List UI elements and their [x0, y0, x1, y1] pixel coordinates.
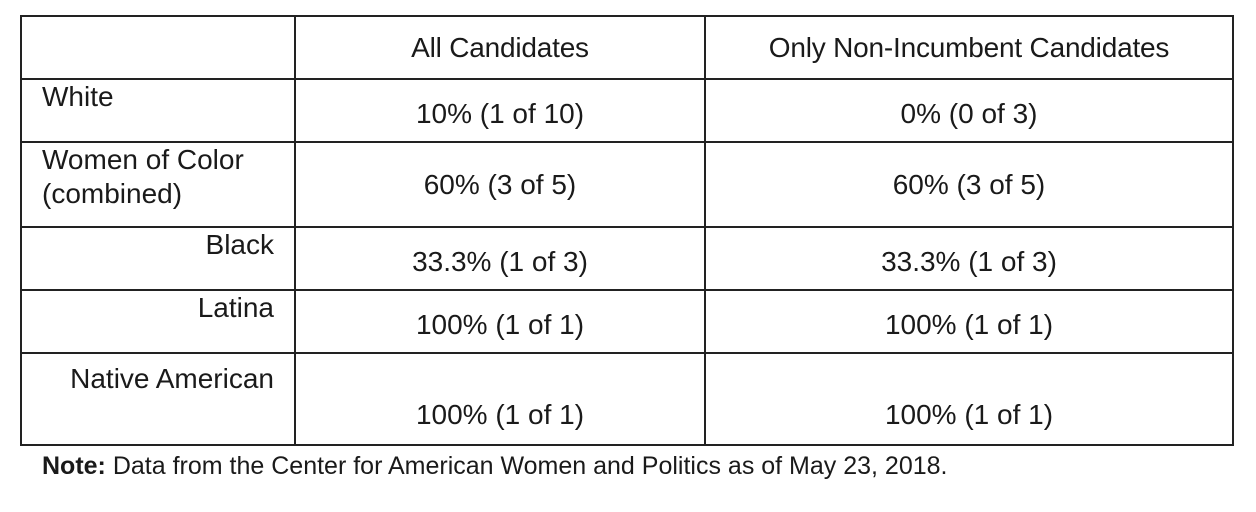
table-row: White 10% (1 of 10) 0% (0 of 3) [20, 78, 1234, 143]
cell-all-candidates: 100% (1 of 1) [294, 289, 706, 354]
row-label-black: Black [20, 226, 296, 291]
cell-non-incumbent: 33.3% (1 of 3) [704, 226, 1234, 291]
table-row: Women of Color (combined) 60% (3 of 5) 6… [20, 141, 1234, 228]
results-table: All Candidates Only Non-Incumbent Candid… [20, 15, 1234, 446]
results-table-container: All Candidates Only Non-Incumbent Candid… [20, 15, 1234, 446]
cell-non-incumbent: 100% (1 of 1) [704, 289, 1234, 354]
note-text: Data from the Center for American Women … [105, 452, 948, 480]
cell-all-candidates: 33.3% (1 of 3) [294, 226, 706, 291]
header-non-incumbent-candidates: Only Non-Incumbent Candidates [704, 15, 1234, 80]
row-label-white: White [20, 78, 296, 143]
table-row: Latina 100% (1 of 1) 100% (1 of 1) [20, 289, 1234, 354]
cell-all-candidates: 10% (1 of 10) [294, 78, 706, 143]
cell-all-candidates: 60% (3 of 5) [294, 141, 706, 228]
cell-non-incumbent: 100% (1 of 1) [704, 352, 1234, 446]
header-all-candidates: All Candidates [294, 15, 706, 80]
cell-non-incumbent: 60% (3 of 5) [704, 141, 1234, 228]
cell-all-candidates: 100% (1 of 1) [294, 352, 706, 446]
table-row: Black 33.3% (1 of 3) 33.3% (1 of 3) [20, 226, 1234, 291]
table-row: Native American 100% (1 of 1) 100% (1 of… [20, 352, 1234, 446]
table-note: Note: Data from the Center for American … [42, 450, 948, 482]
row-label-women-of-color: Women of Color (combined) [20, 141, 296, 228]
row-label-latina: Latina [20, 289, 296, 354]
note-label: Note: [42, 452, 106, 480]
cell-non-incumbent: 0% (0 of 3) [704, 78, 1234, 143]
row-label-native-american: Native American [20, 352, 296, 446]
header-empty-cell [20, 15, 296, 80]
table-header-row: All Candidates Only Non-Incumbent Candid… [20, 15, 1234, 80]
